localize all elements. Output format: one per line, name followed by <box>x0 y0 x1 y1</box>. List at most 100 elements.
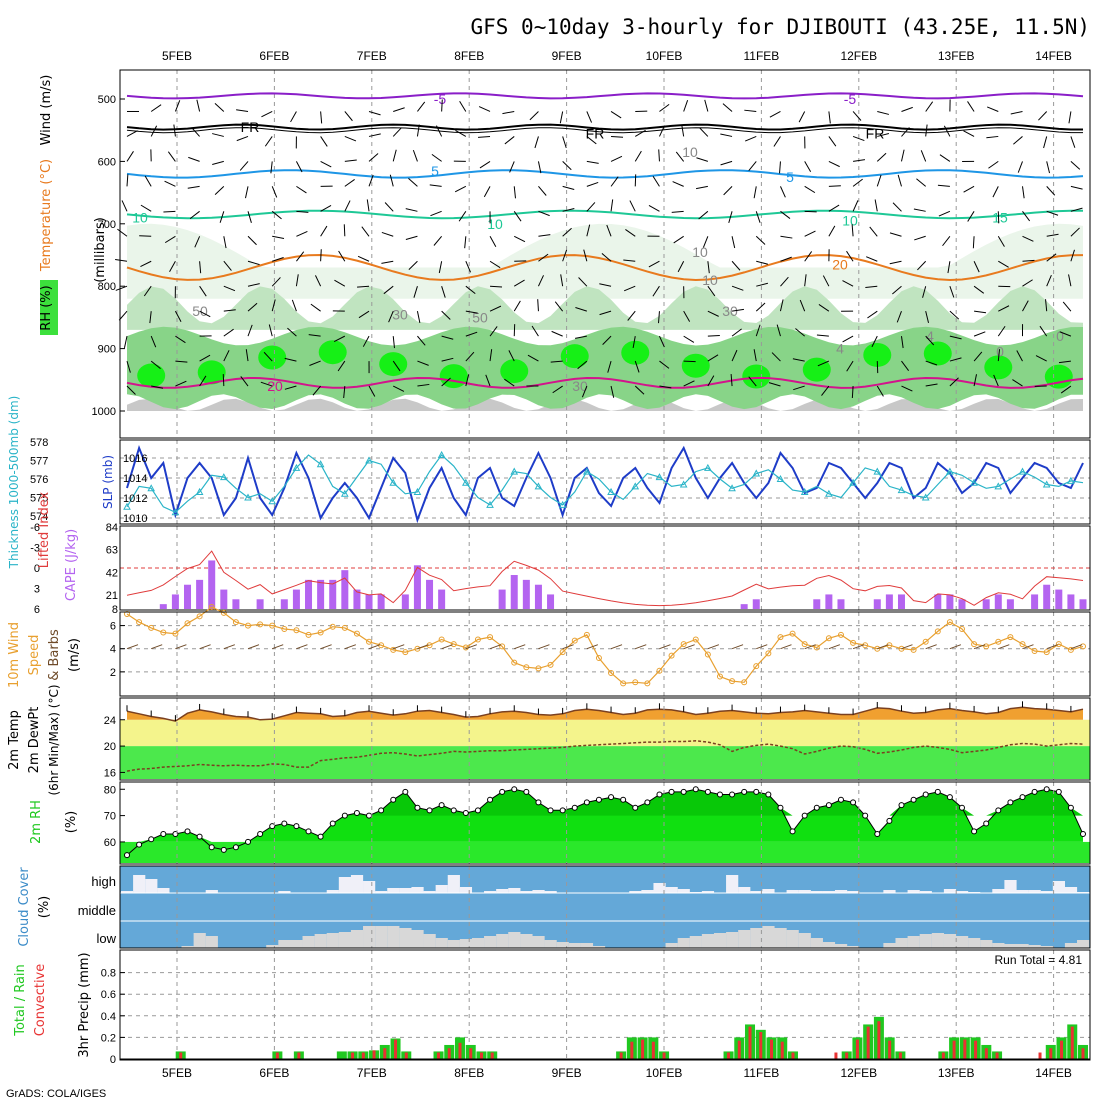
wind-barb <box>296 210 309 213</box>
rh-marker <box>1067 804 1074 811</box>
wind-barb <box>320 204 332 212</box>
pressure-tick-label: 1000 <box>92 406 116 418</box>
wind-barb <box>901 360 910 372</box>
wind-barb <box>284 357 297 362</box>
wind-speed-marker <box>148 624 155 631</box>
wind-barb <box>247 283 260 287</box>
wind-barb <box>846 360 854 372</box>
wind-barb <box>889 232 902 237</box>
wind-speed-marker <box>571 637 578 644</box>
convective-precip-bar <box>630 1041 634 1059</box>
surface-wind-barb <box>659 644 671 650</box>
wind-barb <box>513 186 516 199</box>
wind-barb <box>268 324 273 337</box>
wind-barb <box>1010 110 1023 115</box>
wind-barb <box>310 303 321 312</box>
rh-marker <box>910 796 917 803</box>
high-cloud-bar <box>205 890 218 893</box>
low-cloud-bar <box>713 933 727 948</box>
wind-barb <box>756 282 769 287</box>
wind-speed-marker <box>1031 648 1038 655</box>
wind-barb <box>562 136 567 149</box>
rh-marker <box>922 791 929 798</box>
cloud-axis-label: Cloud Cover <box>17 867 32 947</box>
wind-barb <box>586 136 597 145</box>
wind-barb <box>973 351 983 362</box>
convective-precip-bar <box>737 1040 741 1059</box>
wind-barb <box>707 354 719 362</box>
rh-marker <box>305 828 312 835</box>
wind-barb <box>756 260 769 265</box>
wind-barb <box>175 335 186 344</box>
convective-precip-bar <box>394 1039 398 1059</box>
wind-speed-marker <box>366 638 373 645</box>
rh-marker <box>1019 794 1026 801</box>
high-cloud-bar <box>762 889 775 893</box>
wind-barb <box>393 107 405 112</box>
surface-wind-barb <box>514 644 526 650</box>
wind-barb <box>261 111 273 118</box>
low-cloud-bar <box>326 933 339 948</box>
wind-barb <box>702 236 709 248</box>
wind-barb <box>586 111 593 123</box>
wind-barb <box>901 127 910 137</box>
surface-wind-barb <box>368 644 381 650</box>
wind-barb <box>465 374 470 387</box>
wind-barb <box>707 375 715 387</box>
convective-precip-bar <box>759 1032 763 1059</box>
wind-barb <box>939 154 951 162</box>
wind-barb <box>509 161 515 173</box>
low-cloud-bar <box>992 943 1005 948</box>
thickness-slp-panel <box>119 439 1091 525</box>
low-cloud-bar <box>568 943 581 948</box>
thickness-marker <box>534 482 543 490</box>
wind-barb <box>223 260 232 271</box>
wind-barb <box>578 277 588 287</box>
cape-bar <box>438 589 446 609</box>
wind-barb <box>755 324 761 337</box>
surface-wind-barb <box>344 644 356 650</box>
wind-barb <box>730 374 733 387</box>
high-cloud-bar <box>338 877 352 893</box>
wind-barb <box>199 261 202 274</box>
wind-barb <box>731 285 744 291</box>
wind-barb <box>889 260 902 265</box>
wind-speed-marker <box>680 641 687 648</box>
wind-barb <box>489 326 498 337</box>
wind-barb <box>728 211 733 223</box>
wind-barb <box>634 150 642 162</box>
low-cloud-bar <box>810 938 823 948</box>
rh-marker <box>789 828 796 835</box>
rh-band-60 <box>120 841 1090 863</box>
wind-barb <box>291 299 297 312</box>
wind-speed-marker <box>232 619 239 626</box>
wind-barb <box>455 129 467 137</box>
wind-barb <box>997 325 1006 337</box>
high-cloud-bar <box>665 887 678 893</box>
thickness-marker <box>1067 476 1075 484</box>
wind-speed-marker <box>729 678 736 685</box>
wind-speed-marker <box>946 619 953 626</box>
contour-label: 50 <box>472 309 488 325</box>
rh-marker <box>692 786 699 793</box>
wind-speed-marker <box>208 604 215 611</box>
wind-barb <box>144 175 152 187</box>
wind-barb <box>538 253 549 262</box>
wind-barb <box>1022 259 1035 262</box>
rh-marker <box>753 788 760 795</box>
high-cloud-bar <box>399 888 412 893</box>
wind-barb <box>998 305 1010 312</box>
convective-precip-bar <box>447 1048 451 1059</box>
pressure-tick-label: 900 <box>98 344 116 356</box>
temperature-line <box>126 706 1084 722</box>
wind-barb <box>963 185 975 193</box>
wind-barb <box>897 174 902 187</box>
low-cloud-bar <box>774 928 787 948</box>
high-cloud-bar <box>810 891 823 893</box>
wind-barb <box>683 310 691 322</box>
wind-barb <box>483 186 491 198</box>
wind-barb <box>1017 161 1023 173</box>
wind-barb <box>531 325 539 337</box>
wind-barb <box>947 261 951 274</box>
thickness-marker <box>486 500 494 508</box>
